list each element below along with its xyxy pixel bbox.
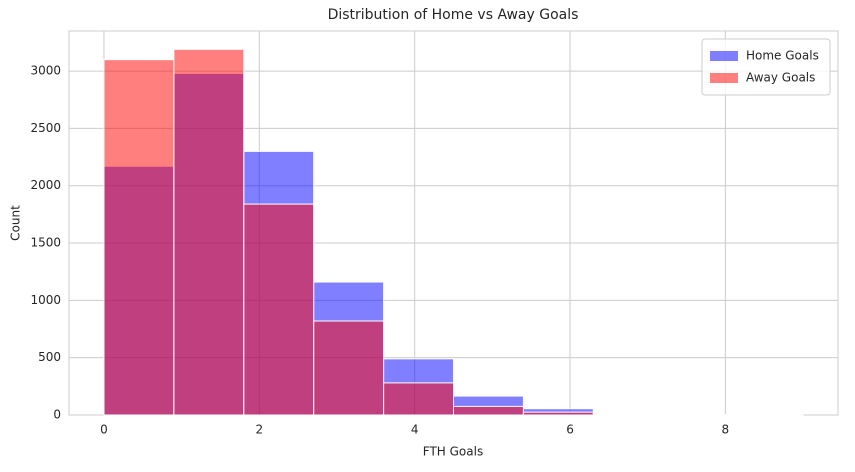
histogram-bar — [523, 412, 593, 415]
legend-frame — [702, 39, 830, 95]
histogram-bar — [104, 60, 174, 415]
histogram-bar — [244, 204, 314, 415]
histogram-bar — [314, 321, 384, 415]
x-tick-label: 6 — [566, 423, 574, 437]
y-axis-label: Count — [9, 205, 23, 241]
histogram-bar — [384, 383, 454, 415]
histogram-bar — [174, 49, 244, 415]
y-tick-label: 2000 — [30, 178, 61, 192]
x-tick-label: 8 — [722, 423, 730, 437]
y-tick-label: 3000 — [30, 64, 61, 78]
histogram-bar — [593, 414, 663, 415]
y-tick-label: 1500 — [30, 236, 61, 250]
chart-title: Distribution of Home vs Away Goals — [328, 7, 579, 23]
legend-label: Home Goals — [746, 49, 819, 63]
legend: Home Goals Away Goals — [702, 39, 830, 95]
y-tick-label: 2500 — [30, 121, 61, 135]
y-tick-label: 1000 — [30, 293, 61, 307]
histogram-bar — [454, 406, 524, 415]
x-tick-label: 0 — [100, 423, 108, 437]
x-tick-label: 2 — [255, 423, 263, 437]
y-tick-label: 0 — [53, 408, 61, 422]
legend-label: Away Goals — [746, 71, 815, 85]
legend-swatch — [710, 51, 738, 61]
y-tick-label: 500 — [38, 350, 61, 364]
legend-swatch — [710, 73, 738, 83]
x-tick-label: 4 — [411, 423, 419, 437]
x-axis-label: FTH Goals — [423, 445, 483, 459]
